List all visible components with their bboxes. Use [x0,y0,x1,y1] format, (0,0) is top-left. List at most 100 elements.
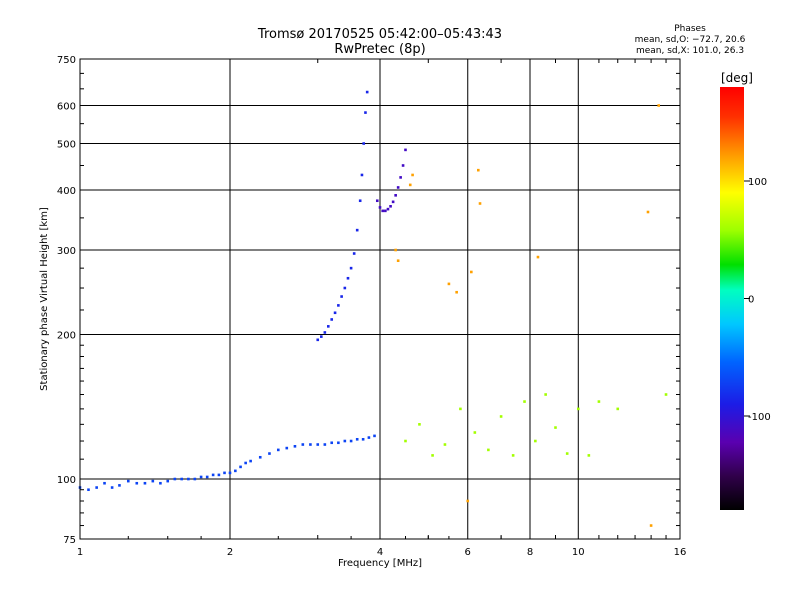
echo-point [399,176,402,179]
echo-point [404,148,407,152]
x-tick-label: 1 [77,547,83,558]
y-axis-label: Stationary phase Virtual Height [km] [39,207,50,391]
echo-point [378,206,382,209]
echo-point [166,479,170,483]
echo-point [355,228,359,232]
echo-point [95,486,98,489]
echo-point [358,199,362,203]
echo-point [337,441,340,445]
y-tick-label: 750 [57,55,76,66]
y-tick-label: 100 [57,475,76,486]
echo-point [151,479,155,483]
echo-point [408,183,412,187]
echo-point [381,209,384,213]
colorbar-tick-label: -100 [748,412,771,423]
echo-point [103,481,106,485]
chart-subtitle: RwPretec (8p) [334,42,426,57]
echo-point [159,481,162,485]
y-tick-label: 600 [57,102,76,113]
echo-point [135,481,139,485]
echo-point [309,443,312,446]
echo-point [478,202,482,205]
echo-point [565,452,569,455]
echo-point [389,204,392,208]
echo-point [576,407,580,411]
echo-point [375,199,379,203]
echo-point [173,477,177,481]
x-tick-label: 6 [465,547,471,558]
echo-point [211,473,215,477]
y-tick-label: 500 [57,140,76,151]
echo-point [330,318,334,321]
colorbar [720,87,744,510]
x-axis-ticks: 1 2 4 6 8 10 16 [77,59,687,558]
echo-point [276,448,280,452]
echo-point [301,443,305,446]
x-tick-label: 4 [377,547,383,558]
echo-point [534,439,537,443]
echo-point [470,270,473,274]
colorbar-tick-label: 100 [748,177,767,188]
x-tick-label: 2 [227,547,233,558]
colorbar-tick-label: 0 [748,295,754,306]
echo-point [337,304,340,307]
echo-point [616,407,620,411]
grid-lines [80,59,680,539]
echo-point [459,407,462,411]
echo-point [664,393,668,396]
echo-point [487,448,490,452]
echo-point [346,276,350,280]
echo-point [223,471,226,475]
echo-point [401,164,405,167]
echo-point [511,454,515,457]
echo-point [597,400,601,403]
echo-point [239,465,242,469]
echo-point [418,423,421,426]
echo-point [180,477,184,481]
echo-point [657,104,660,107]
colorbar-label: [deg] [721,71,753,85]
echo-point [544,393,547,396]
echo-point [234,469,237,473]
echo-point [268,452,271,455]
chart-title: Tromsø 20170525 05:42:00–05:43:43 [257,27,503,42]
echo-point [404,439,407,443]
y-axis-ticks: 75 100 200 300 400 500 600 750 [57,55,680,546]
echo-point [352,252,356,255]
echo-point [316,338,320,342]
echo-point [394,194,397,197]
echo-point [126,479,130,483]
echo-point [327,325,330,328]
echo-point [386,207,390,211]
echo-point [523,400,526,403]
x-axis-label: Frequency [MHz] [338,558,422,569]
echo-point [396,259,400,263]
echo-point [349,266,353,270]
echo-point [431,454,434,457]
y-tick-label: 200 [57,331,76,342]
echo-point [362,142,366,145]
plot-frame [79,58,681,540]
echo-point [473,431,477,434]
echo-point [244,461,247,465]
echo-point [443,443,447,446]
echo-point [499,415,503,418]
y-tick-label: 400 [57,186,76,197]
echo-point [205,475,209,479]
echo-point [466,499,470,503]
echo-point [587,454,591,457]
y-tick-label: 300 [57,246,76,257]
echo-point [349,439,353,443]
echo-point [367,436,371,439]
echo-point [228,471,232,475]
phase-stats-x: mean, sd,X: 101.0, 26.3 [635,46,745,56]
echo-point [249,459,252,463]
echo-point [394,248,397,252]
echo-point [110,486,114,489]
x-tick-label: 16 [674,547,687,558]
echo-point [118,484,121,487]
echo-point [340,295,343,298]
x-tick-label: 8 [527,547,533,558]
echo-point [143,481,147,485]
